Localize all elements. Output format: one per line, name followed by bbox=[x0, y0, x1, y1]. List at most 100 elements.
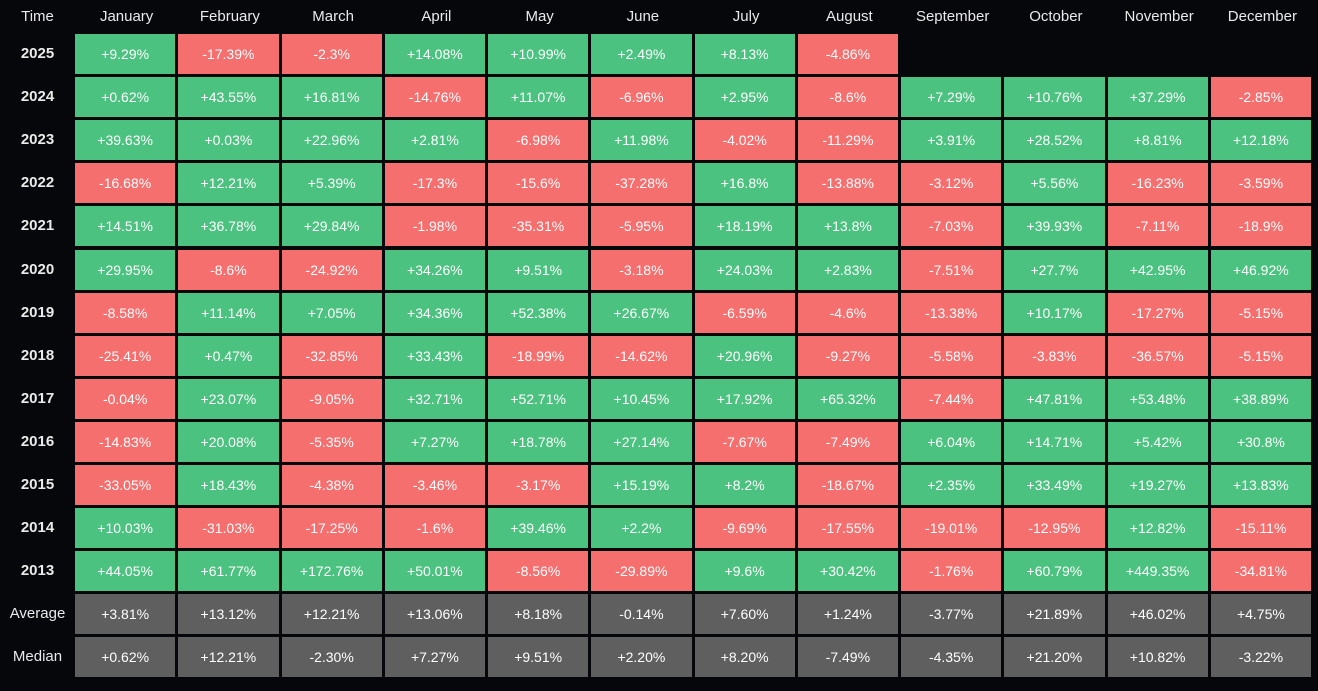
cell-median-february: +12.21% bbox=[178, 637, 279, 678]
cell-2024-june: -6.96% bbox=[591, 77, 692, 118]
cell-average-february: +13.12% bbox=[178, 594, 279, 635]
cell-2022-june: -37.28% bbox=[591, 163, 692, 204]
cell-2025-june: +2.49% bbox=[591, 34, 692, 75]
cell-2020-october: +27.7% bbox=[1004, 249, 1105, 290]
cell-median-april: +7.27% bbox=[384, 637, 485, 678]
cell-2022-july: +16.8% bbox=[694, 163, 795, 204]
cell-2021-august: +13.8% bbox=[797, 206, 898, 247]
cell-2018-june: -14.62% bbox=[591, 335, 692, 376]
row-label-2025: 2025 bbox=[20, 45, 55, 62]
cell-2015-november: +19.27% bbox=[1107, 465, 1208, 506]
cell-2020-may: +9.51% bbox=[488, 249, 589, 290]
cell-2013-november: +449.35% bbox=[1107, 551, 1208, 592]
cell-2023-march: +22.96% bbox=[281, 120, 382, 161]
cell-2023-may: -6.98% bbox=[488, 120, 589, 161]
cell-2018-september: -5.58% bbox=[901, 335, 1002, 376]
cell-2023-june: +11.98% bbox=[591, 120, 692, 161]
column-header-july: July bbox=[732, 8, 760, 25]
cell-2025-may: +10.99% bbox=[488, 34, 589, 75]
cell-2021-february: +36.78% bbox=[178, 206, 279, 247]
cell-2021-may: -35.31% bbox=[488, 206, 589, 247]
cell-2018-may: -18.99% bbox=[488, 335, 589, 376]
row-label-2021: 2021 bbox=[20, 217, 55, 235]
row-label-2015: 2015 bbox=[20, 476, 55, 493]
row-label-2014: 2014 bbox=[20, 519, 55, 537]
cell-2023-october: +28.52% bbox=[1004, 120, 1105, 161]
cell-2022-february: +12.21% bbox=[178, 163, 279, 204]
cell-average-june: -0.14% bbox=[591, 594, 692, 635]
cell-2024-september: +7.29% bbox=[901, 77, 1002, 118]
column-header-june: June bbox=[626, 8, 660, 25]
cell-2017-may: +52.71% bbox=[488, 378, 589, 419]
cell-2014-august: -17.55% bbox=[797, 508, 898, 549]
cell-2025-february: -17.39% bbox=[178, 34, 279, 75]
column-header-may: May bbox=[525, 8, 554, 25]
cell-2024-august: -8.6% bbox=[797, 77, 898, 118]
cell-2021-april: -1.98% bbox=[384, 206, 485, 247]
cell-2014-december: -15.11% bbox=[1210, 508, 1311, 549]
column-header-august: August bbox=[826, 8, 873, 25]
cell-2019-november: -17.27% bbox=[1107, 292, 1208, 333]
cell-average-december: +4.75% bbox=[1210, 594, 1311, 635]
cell-2018-february: +0.47% bbox=[178, 335, 279, 376]
cell-median-june: +2.20% bbox=[591, 637, 692, 678]
cell-2014-june: +2.2% bbox=[591, 508, 692, 549]
cell-2024-may: +11.07% bbox=[488, 77, 589, 118]
cell-2023-april: +2.81% bbox=[384, 120, 485, 161]
cell-2016-august: -7.49% bbox=[797, 421, 898, 462]
cell-2019-april: +34.36% bbox=[384, 292, 485, 333]
cell-2017-august: +65.32% bbox=[797, 378, 898, 419]
cell-2025-january: +9.29% bbox=[75, 34, 176, 75]
cell-2016-february: +20.08% bbox=[178, 421, 279, 462]
cell-median-august: -7.49% bbox=[797, 637, 898, 678]
cell-median-december: -3.22% bbox=[1210, 637, 1311, 678]
cell-median-september: -4.35% bbox=[901, 637, 1002, 678]
cell-2021-june: -5.95% bbox=[591, 206, 692, 247]
cell-2023-february: +0.03% bbox=[178, 120, 279, 161]
cell-2023-january: +39.63% bbox=[75, 120, 176, 161]
cell-2016-june: +27.14% bbox=[591, 421, 692, 462]
cell-2018-august: -9.27% bbox=[797, 335, 898, 376]
cell-average-april: +13.06% bbox=[384, 594, 485, 635]
cell-2022-march: +5.39% bbox=[281, 163, 382, 204]
cell-2019-october: +10.17% bbox=[1004, 292, 1105, 333]
cell-2022-january: -16.68% bbox=[75, 163, 176, 204]
cell-2022-december: -3.59% bbox=[1210, 163, 1311, 204]
cell-2019-march: +7.05% bbox=[281, 292, 382, 333]
cell-2020-january: +29.95% bbox=[75, 249, 176, 290]
cell-2022-november: -16.23% bbox=[1107, 163, 1208, 204]
cell-2014-october: -12.95% bbox=[1004, 508, 1105, 549]
cell-2022-april: -17.3% bbox=[384, 163, 485, 204]
cell-2025-july: +8.13% bbox=[694, 34, 795, 75]
cell-2015-january: -33.05% bbox=[75, 465, 176, 506]
cell-2023-july: -4.02% bbox=[694, 120, 795, 161]
cell-2016-december: +30.8% bbox=[1210, 421, 1311, 462]
cell-2021-november: -7.11% bbox=[1107, 206, 1208, 247]
cell-2014-may: +39.46% bbox=[488, 508, 589, 549]
cell-2022-may: -15.6% bbox=[488, 163, 589, 204]
cell-2017-july: +17.92% bbox=[694, 378, 795, 419]
cell-2021-december: -18.9% bbox=[1210, 206, 1311, 247]
cell-2016-october: +14.71% bbox=[1004, 421, 1105, 462]
row-label-2017: 2017 bbox=[20, 389, 55, 407]
cell-2017-april: +32.71% bbox=[384, 378, 485, 419]
cell-2015-february: +18.43% bbox=[178, 465, 279, 506]
cell-2024-november: +37.29% bbox=[1107, 77, 1208, 118]
cell-2019-february: +11.14% bbox=[178, 292, 279, 333]
cell-2017-june: +10.45% bbox=[591, 378, 692, 419]
column-header-april: April bbox=[421, 8, 452, 25]
cell-average-march: +12.21% bbox=[281, 594, 382, 635]
cell-2023-december: +12.18% bbox=[1210, 120, 1311, 161]
cell-median-may: +9.51% bbox=[488, 637, 589, 678]
cell-2017-november: +53.48% bbox=[1107, 378, 1208, 419]
cell-2019-september: -13.38% bbox=[901, 292, 1002, 333]
cell-2013-february: +61.77% bbox=[178, 551, 279, 592]
cell-2013-september: -1.76% bbox=[901, 551, 1002, 592]
cell-2021-september: -7.03% bbox=[901, 206, 1002, 247]
cell-2022-august: -13.88% bbox=[797, 163, 898, 204]
cell-2019-december: -5.15% bbox=[1210, 292, 1311, 333]
cell-2014-january: +10.03% bbox=[75, 508, 176, 549]
row-label-2023: 2023 bbox=[20, 131, 55, 149]
cell-2016-april: +7.27% bbox=[384, 421, 485, 462]
column-header-november: November bbox=[1124, 8, 1194, 25]
